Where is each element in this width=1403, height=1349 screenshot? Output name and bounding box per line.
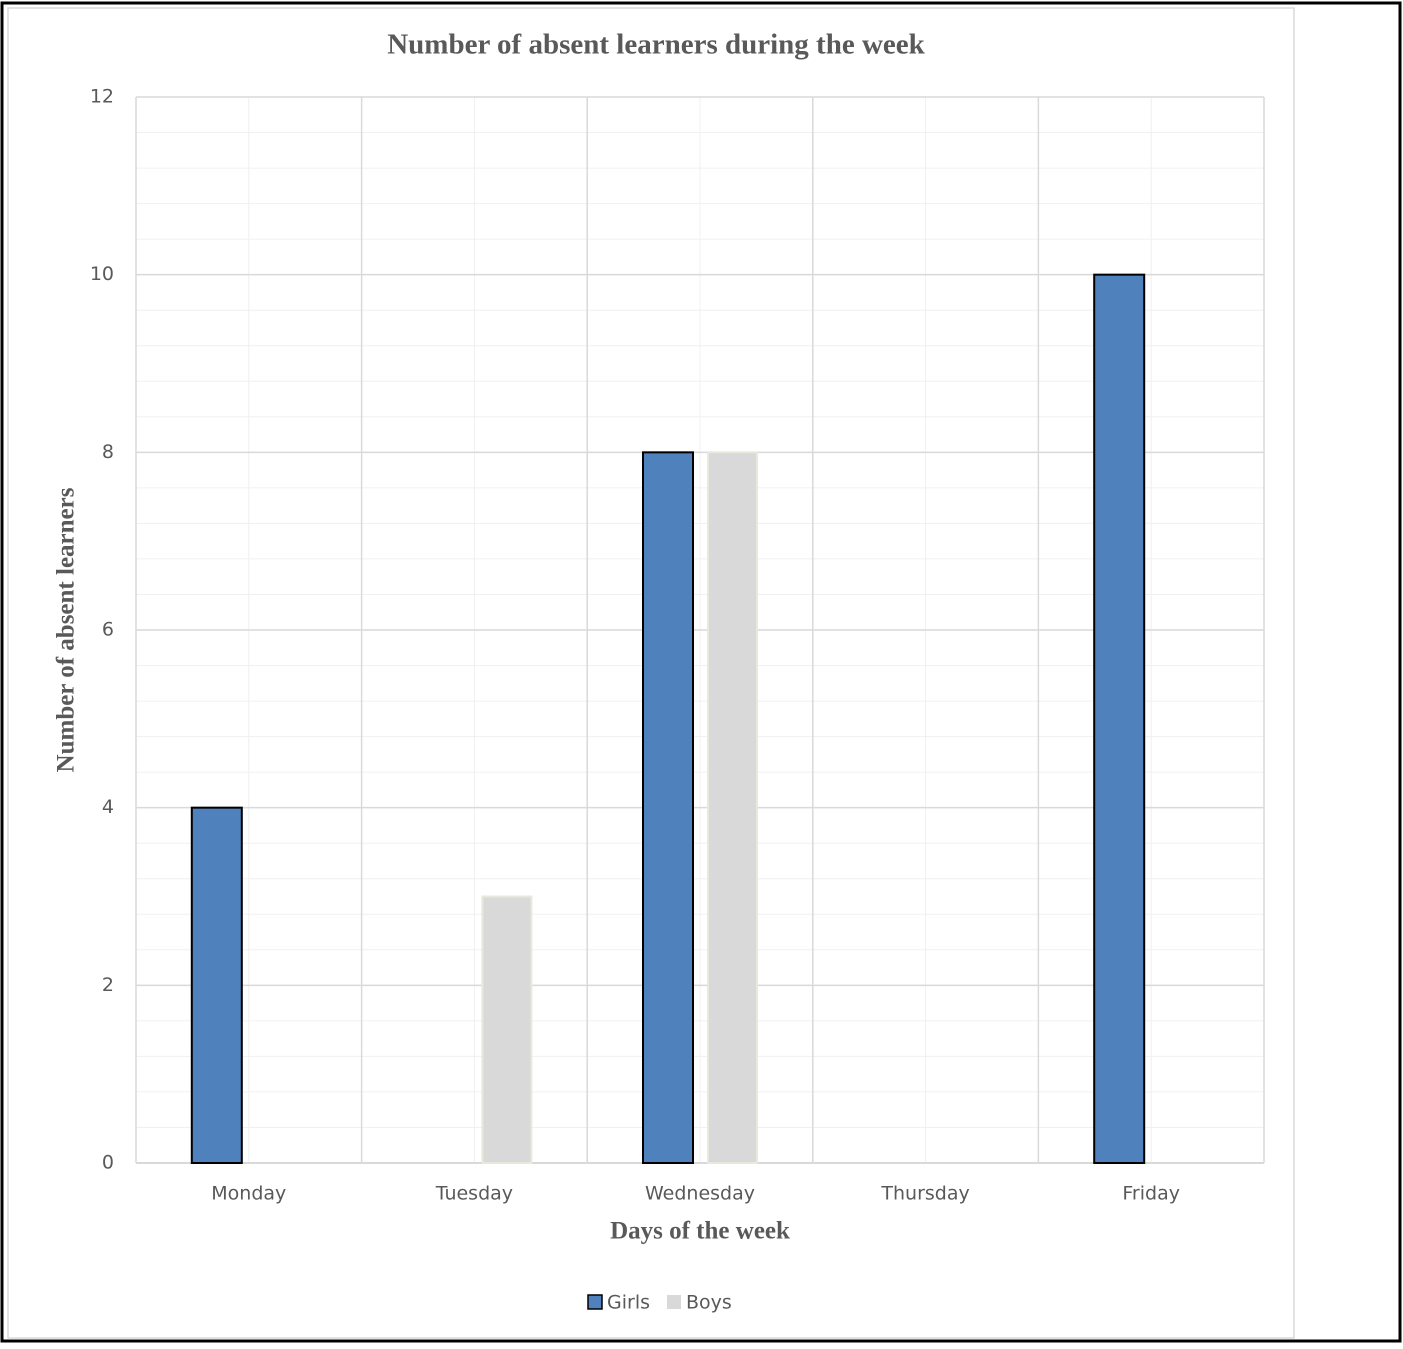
legend: Girls Boys [588,1292,732,1314]
y-tick-label: 8 [102,441,114,463]
y-tick-label: 12 [90,86,114,108]
page: {"chart_data": {"type": "bar", "title": … [0,0,1403,1344]
x-tick-label: Monday [211,1183,286,1205]
legend-swatch [588,1295,602,1309]
x-tick-label: Thursday [880,1183,969,1205]
x-tick-label: Tuesday [435,1183,513,1205]
x-tick-label: Friday [1122,1183,1180,1205]
bar [1094,275,1144,1163]
y-tick-label: 4 [102,796,114,818]
bar [482,897,531,1164]
chart-title: Number of absent learners during the wee… [387,29,925,61]
bar [708,452,757,1163]
chart: Number of absent learners during the wee… [0,0,1403,1344]
y-tick-label: 6 [102,619,114,641]
legend-label: Girls [607,1292,650,1314]
bar [192,808,242,1163]
legend-label: Boys [686,1292,732,1314]
x-axis-label: Days of the week [610,1218,790,1245]
y-tick-label: 10 [90,263,114,285]
plot [192,275,1144,1163]
y-tick-label: 2 [102,974,114,996]
y-tick-label: 0 [102,1152,114,1174]
bar [643,452,693,1163]
legend-swatch [667,1295,681,1309]
x-tick-label: Wednesday [645,1183,755,1205]
y-axis-label: Number of absent learners [53,487,80,772]
